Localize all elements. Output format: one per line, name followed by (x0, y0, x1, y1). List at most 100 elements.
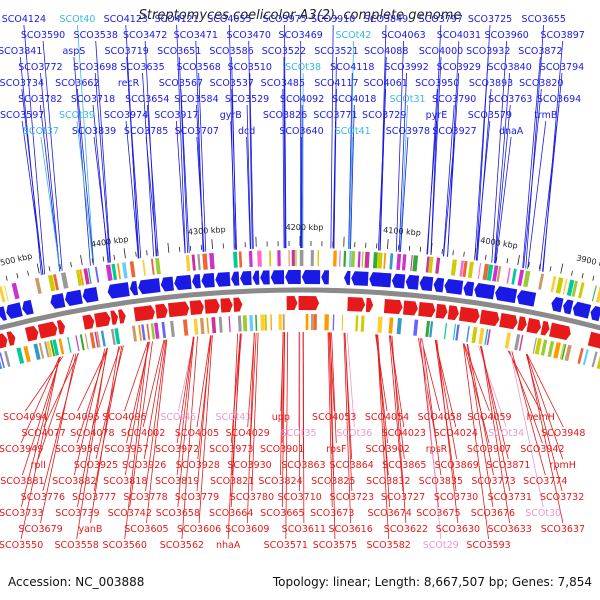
top-gene-label[interactable]: SCO4117 (314, 78, 358, 89)
bottom-gene-label[interactable]: SCO3730 (434, 492, 478, 503)
bottom-gene-label[interactable]: SCO3550 (0, 540, 43, 551)
bottom-gene-label[interactable]: SCO3776 (21, 492, 65, 503)
top-gene-label[interactable]: SCO3785 (124, 126, 168, 137)
top-gene-label[interactable]: SCO4063 (381, 30, 425, 41)
bottom-gene-label[interactable]: SCO3926 (122, 460, 166, 471)
bottom-gene-label[interactable]: SCO3605 (124, 524, 168, 535)
bottom-gene-label[interactable]: SCO4002 (121, 428, 165, 439)
top-gene-label[interactable]: SCO3719 (104, 46, 148, 57)
top-gene-label[interactable]: SCO3521 (314, 46, 358, 57)
top-gene-label[interactable]: SCO3510 (228, 62, 272, 73)
bottom-gene-label[interactable]: SCO3925 (74, 460, 118, 471)
top-gene-label[interactable]: SCO3929 (437, 62, 481, 73)
top-gene-label[interactable]: SCO3893 (469, 78, 513, 89)
top-gene-label[interactable]: SCO3974 (104, 110, 148, 121)
top-gene-label[interactable]: SCOt40 (59, 14, 95, 25)
bottom-gene-label[interactable]: SCO3633 (487, 524, 531, 535)
bottom-gene-label[interactable]: SCO3675 (416, 508, 460, 519)
bottom-gene-label[interactable]: SCO3679 (18, 524, 62, 535)
top-gene-label[interactable]: SCO3590 (21, 30, 65, 41)
top-gene-label[interactable]: SCO3790 (432, 94, 476, 105)
bottom-gene-label[interactable]: SCO3957 (104, 444, 148, 455)
bottom-gene-label[interactable]: SCO3949 (0, 444, 43, 455)
bottom-gene-label[interactable]: SCO3665 (260, 508, 304, 519)
bottom-gene-label[interactable]: SCO3832 (366, 476, 410, 487)
top-gene-label[interactable]: SCO3529 (225, 94, 269, 105)
top-gene-label[interactable]: SCO3978 (386, 126, 430, 137)
bottom-gene-label[interactable]: SCO3558 (55, 540, 99, 551)
bottom-gene-label[interactable]: SCO3593 (466, 540, 510, 551)
top-gene-label[interactable]: SCO3597 (0, 110, 44, 121)
bottom-gene-label[interactable]: SCOt43 (215, 412, 251, 423)
bottom-gene-label[interactable]: SCOt29 (423, 540, 459, 551)
bottom-gene-label[interactable]: SCO3664 (209, 508, 253, 519)
bottom-gene-label[interactable]: SCO4058 (418, 412, 462, 423)
top-gene-label[interactable]: SCO3839 (72, 126, 116, 137)
top-gene-label[interactable]: SCO3584 (174, 94, 218, 105)
top-gene-label[interactable]: SCO3651 (157, 46, 201, 57)
top-gene-label[interactable]: SCO4000 (419, 46, 463, 57)
top-gene-label[interactable]: SCO3734 (0, 78, 44, 89)
bottom-gene-label[interactable]: SCO3739 (55, 508, 99, 519)
bottom-gene-label[interactable]: SCO3869 (435, 460, 479, 471)
top-gene-label[interactable]: SCO3470 (227, 30, 271, 41)
bottom-gene-label[interactable]: hemH (527, 412, 555, 423)
bottom-gene-label[interactable]: SCOt36 (336, 428, 372, 439)
top-gene-label[interactable]: SCO4018 (332, 94, 376, 105)
bottom-gene-label[interactable]: SCO3742 (108, 508, 152, 519)
top-gene-label[interactable]: SCO3537 (210, 78, 254, 89)
bottom-gene-label[interactable]: SCO3710 (277, 492, 321, 503)
bottom-gene-label[interactable]: SCO4096 (102, 412, 146, 423)
top-gene-label[interactable]: SCO3763 (488, 94, 532, 105)
top-gene-label[interactable]: SCO3849 (364, 14, 408, 25)
top-gene-label[interactable]: SCO4118 (330, 62, 374, 73)
top-gene-label[interactable]: SCO3992 (384, 62, 428, 73)
bottom-gene-label[interactable]: SCO3930 (227, 460, 271, 471)
bottom-gene-label[interactable]: SCO3819 (155, 476, 199, 487)
bottom-gene-label[interactable]: SCO4023 (382, 428, 426, 439)
top-gene-label[interactable]: SCO3698 (73, 62, 117, 73)
bottom-gene-label[interactable]: SCO3637 (541, 524, 585, 535)
top-gene-label[interactable]: SCOt42 (336, 30, 372, 41)
bottom-gene-label[interactable]: SCO3942 (520, 444, 564, 455)
bottom-gene-label[interactable]: SCO3907 (467, 444, 511, 455)
top-gene-label[interactable]: SCO3910 (311, 14, 355, 25)
bottom-gene-label[interactable]: SCO3818 (103, 476, 147, 487)
top-gene-label[interactable]: SCO3897 (541, 30, 585, 41)
top-gene-label[interactable]: SCO3872 (518, 46, 562, 57)
top-gene-label[interactable]: SCO3579 (468, 110, 512, 121)
bottom-gene-label[interactable]: SCO3582 (367, 540, 411, 551)
bottom-gene-label[interactable]: SCO4094 (3, 412, 47, 423)
top-gene-label[interactable]: SCO3960 (485, 30, 529, 41)
bottom-gene-label[interactable]: SCO4095 (55, 412, 99, 423)
bottom-gene-label[interactable]: rplI (31, 460, 46, 471)
bottom-gene-label[interactable]: SCO4024 (434, 428, 478, 439)
top-gene-label[interactable]: SCO4088 (364, 46, 408, 57)
bottom-gene-label[interactable]: SCO3777 (72, 492, 116, 503)
bottom-gene-label[interactable]: SCO3863 (281, 460, 325, 471)
top-gene-label[interactable]: SCO3655 (522, 14, 566, 25)
bottom-gene-label[interactable]: SCO4005 (175, 428, 219, 439)
top-gene-label[interactable]: SCO3820 (519, 78, 563, 89)
bottom-gene-label[interactable]: SCO3835 (419, 476, 463, 487)
top-gene-label[interactable]: aspS (62, 46, 85, 57)
bottom-gene-label[interactable]: SCO3773 (471, 476, 515, 487)
top-gene-labels[interactable]: SCO4124 SCOt40 SCO4123 SCO4121 SCO4055 SCO397… (0, 14, 585, 137)
top-gene-label[interactable]: SCO3472 (123, 30, 167, 41)
bottom-gene-label[interactable]: SCO4078 (70, 428, 114, 439)
top-gene-label[interactable]: SCO4055 (207, 14, 251, 25)
bottom-gene-label[interactable]: SCO3562 (160, 540, 204, 551)
top-gene-label[interactable]: SCO3718 (71, 94, 115, 105)
top-gene-label[interactable]: SCO3567 (159, 78, 203, 89)
top-gene-label[interactable]: SCO3975 (262, 14, 306, 25)
bottom-gene-label[interactable]: SCO3774 (523, 476, 567, 487)
bottom-gene-label[interactable]: SCO3673 (310, 508, 354, 519)
top-gene-label[interactable]: SCO3729 (362, 110, 406, 121)
bottom-gene-label[interactable]: SCO3956 (55, 444, 99, 455)
bottom-gene-label[interactable]: SCO3864 (329, 460, 373, 471)
top-gene-label[interactable]: SCO3654 (125, 94, 169, 105)
bottom-gene-label[interactable]: SCO4053 (312, 412, 356, 423)
top-gene-label[interactable]: SCO3917 (154, 110, 198, 121)
top-gene-label[interactable]: SCOt31 (390, 94, 426, 105)
bottom-gene-label[interactable]: SCO3616 (328, 524, 372, 535)
